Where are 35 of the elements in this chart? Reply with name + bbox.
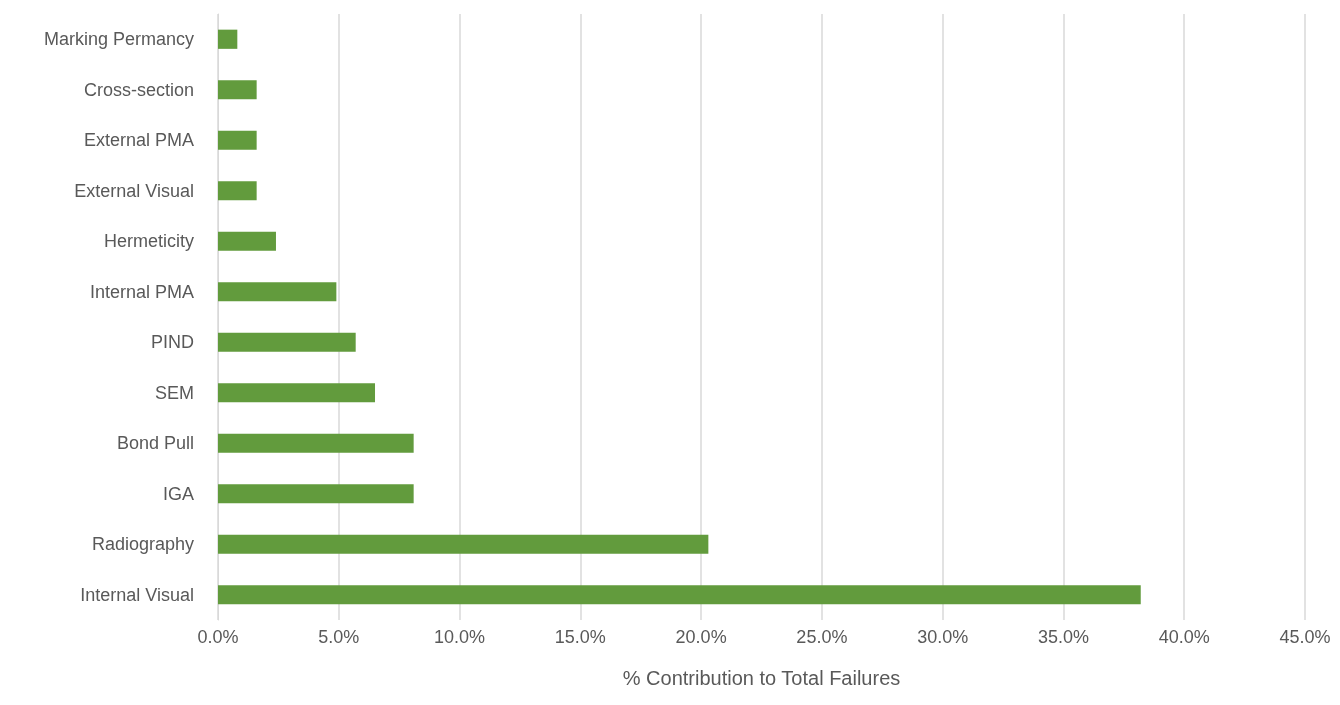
- bar: [218, 130, 257, 150]
- bar: [218, 332, 356, 352]
- bar: [218, 282, 337, 302]
- x-tick-label: 20.0%: [675, 627, 727, 647]
- x-tick-label: 0.0%: [197, 627, 239, 647]
- bar: [218, 231, 276, 251]
- x-tick-label: 40.0%: [1158, 627, 1210, 647]
- bar: [218, 484, 414, 504]
- y-tick-label: Internal Visual: [80, 584, 194, 605]
- x-tick-label: 45.0%: [1279, 627, 1331, 647]
- x-tick-label: 10.0%: [434, 627, 486, 647]
- y-tick-label: Radiography: [91, 534, 194, 555]
- x-tick-label: 35.0%: [1037, 627, 1089, 647]
- bar: [218, 29, 238, 49]
- x-tick-label: 5.0%: [318, 627, 360, 647]
- bar: [218, 534, 709, 554]
- y-tick-label: PIND: [150, 332, 194, 353]
- y-tick-label: External Visual: [74, 180, 194, 201]
- bar: [218, 80, 257, 100]
- y-tick-label: Hermeticity: [103, 231, 194, 252]
- x-tick-label: 15.0%: [554, 627, 606, 647]
- y-tick-label: SEM: [154, 382, 194, 403]
- x-tick-label: 30.0%: [917, 627, 969, 647]
- y-tick-label: Cross-section: [83, 79, 194, 100]
- y-tick-label: Marking Permancy: [43, 29, 194, 50]
- y-tick-label: Bond Pull: [116, 433, 194, 454]
- bar: [218, 585, 1141, 605]
- x-axis-title: % Contribution to Total Failures: [622, 667, 901, 689]
- bar: [218, 181, 257, 201]
- x-tick-label: 25.0%: [796, 627, 848, 647]
- bar: [218, 383, 376, 403]
- y-tick-label: External PMA: [83, 130, 194, 151]
- y-tick-label: IGA: [162, 483, 194, 504]
- bar: [218, 433, 414, 453]
- y-tick-label: Internal PMA: [89, 281, 194, 302]
